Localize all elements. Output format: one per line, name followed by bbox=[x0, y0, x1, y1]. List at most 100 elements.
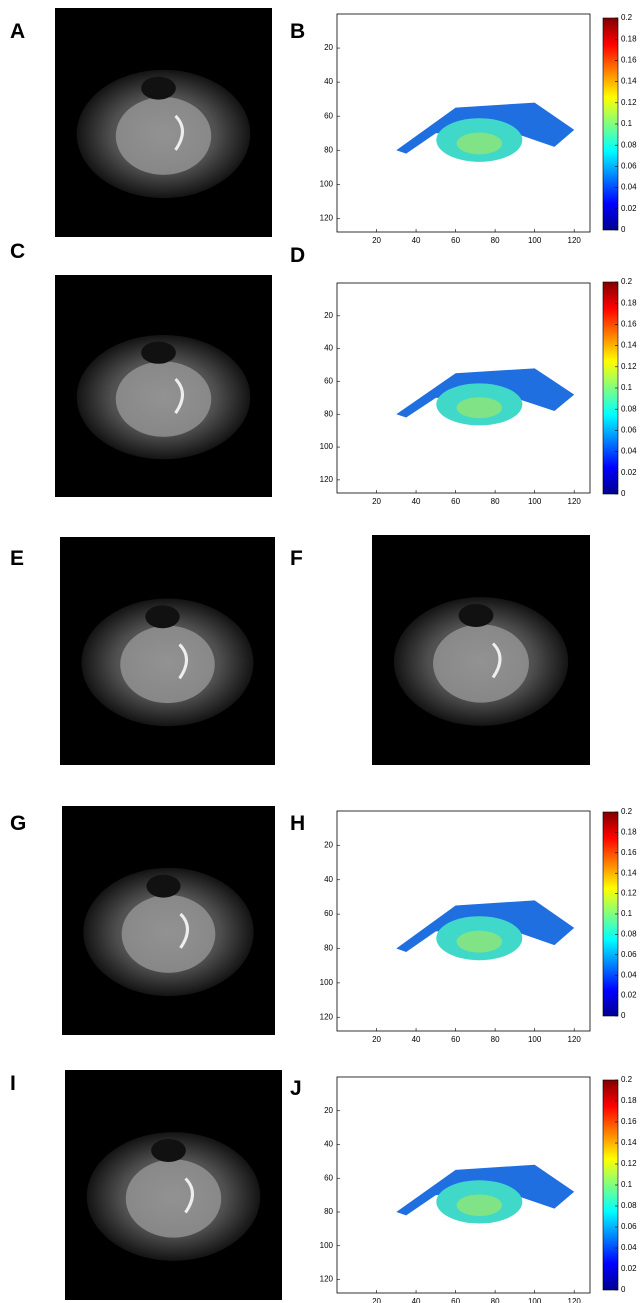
y-tick-label: 60 bbox=[324, 1173, 333, 1182]
colorbar-tick-label: 0.16 bbox=[621, 848, 637, 857]
panel-label: D bbox=[290, 244, 305, 267]
x-tick-label: 40 bbox=[412, 1035, 421, 1044]
y-tick-label: 120 bbox=[320, 1012, 334, 1021]
y-tick-label: 80 bbox=[324, 409, 333, 418]
map-core bbox=[456, 930, 503, 953]
colorbar-tick-label: 0.16 bbox=[621, 1117, 637, 1126]
x-tick-label: 100 bbox=[528, 1297, 542, 1303]
y-tick-label: 20 bbox=[324, 840, 333, 849]
colorbar-tick-label: 0.02 bbox=[621, 1264, 637, 1273]
panel-label: E bbox=[10, 547, 24, 570]
colorbar-tick-label: 0.06 bbox=[621, 426, 637, 435]
y-tick-label: 60 bbox=[324, 909, 333, 918]
colorbar-tick-label: 0.1 bbox=[621, 1180, 633, 1189]
x-tick-label: 100 bbox=[528, 497, 542, 506]
x-tick-label: 120 bbox=[568, 1035, 582, 1044]
y-tick-label: 100 bbox=[320, 179, 334, 188]
x-tick-label: 80 bbox=[491, 1297, 500, 1303]
colorbar-tick-label: 0.14 bbox=[621, 1138, 637, 1147]
panel-label: C bbox=[10, 240, 25, 263]
y-tick-label: 40 bbox=[324, 77, 333, 86]
colorbar-tick-label: 0.14 bbox=[621, 77, 637, 86]
mri-brain bbox=[125, 1159, 222, 1238]
x-tick-label: 80 bbox=[491, 1035, 500, 1044]
colorbar-tick-label: 0.12 bbox=[621, 1159, 637, 1168]
y-tick-label: 40 bbox=[324, 875, 333, 884]
map-core bbox=[456, 1194, 503, 1217]
mri-brain bbox=[120, 625, 215, 704]
colorbar-tick-label: 0.18 bbox=[621, 828, 637, 837]
colorbar-tick-label: 0 bbox=[621, 1285, 626, 1294]
panel-label: H bbox=[290, 812, 305, 835]
y-tick-label: 100 bbox=[320, 978, 334, 987]
colorbar-tick-label: 0.1 bbox=[621, 909, 633, 918]
mri-brain bbox=[115, 361, 212, 437]
colorbar-tick-label: 0.14 bbox=[621, 868, 637, 877]
mri-ventricle bbox=[146, 874, 181, 898]
colorbar-tick-label: 0.02 bbox=[621, 468, 637, 477]
colorbar-tick-label: 0.2 bbox=[621, 1075, 633, 1084]
x-tick-label: 40 bbox=[412, 497, 421, 506]
x-tick-label: 40 bbox=[412, 236, 421, 245]
y-tick-label: 120 bbox=[320, 475, 334, 484]
panel-label: G bbox=[10, 812, 26, 835]
colorbar-tick-label: 0.08 bbox=[621, 404, 637, 413]
colorbar-tick-label: 0.1 bbox=[621, 119, 633, 128]
colorbar-tick-label: 0.2 bbox=[621, 277, 633, 286]
colorbar-tick-label: 0.16 bbox=[621, 320, 637, 329]
y-tick-label: 80 bbox=[324, 1207, 333, 1216]
mri-ventricle bbox=[151, 1139, 186, 1162]
panel-label: J bbox=[290, 1077, 302, 1100]
colorbar-tick-label: 0.18 bbox=[621, 34, 637, 43]
y-tick-label: 40 bbox=[324, 344, 333, 353]
mri-lesion bbox=[491, 642, 502, 679]
colorbar-tick-label: 0 bbox=[621, 1011, 626, 1020]
colorbar-tick-label: 0.2 bbox=[621, 807, 633, 816]
colorbar-tick-label: 0.16 bbox=[621, 56, 637, 65]
colorbar-tick-label: 0.08 bbox=[621, 1201, 637, 1210]
y-tick-label: 20 bbox=[324, 311, 333, 320]
mri-ventricle bbox=[145, 605, 180, 629]
y-tick-label: 100 bbox=[320, 1241, 334, 1250]
x-tick-label: 20 bbox=[372, 497, 381, 506]
y-tick-label: 80 bbox=[324, 145, 333, 154]
mri-brain bbox=[121, 895, 216, 973]
x-tick-label: 20 bbox=[372, 236, 381, 245]
x-tick-label: 20 bbox=[372, 1035, 381, 1044]
x-tick-label: 60 bbox=[451, 1035, 460, 1044]
x-tick-label: 120 bbox=[568, 236, 582, 245]
map-core bbox=[456, 132, 503, 155]
x-tick-label: 80 bbox=[491, 497, 500, 506]
colorbar-tick-label: 0.12 bbox=[621, 889, 637, 898]
colorbar-tick-label: 0.2 bbox=[621, 13, 633, 22]
panel-label: B bbox=[290, 20, 305, 43]
x-tick-label: 80 bbox=[491, 236, 500, 245]
colorbar-tick-label: 0.18 bbox=[621, 1096, 637, 1105]
y-tick-label: 120 bbox=[320, 213, 334, 222]
mri-lesion bbox=[174, 378, 184, 414]
panel-label: A bbox=[10, 20, 25, 43]
mri-brain bbox=[115, 97, 212, 175]
colorbar-tick-label: 0.06 bbox=[621, 162, 637, 171]
y-tick-label: 60 bbox=[324, 377, 333, 386]
x-tick-label: 120 bbox=[568, 1297, 582, 1303]
map-core bbox=[456, 397, 503, 419]
x-tick-label: 120 bbox=[568, 497, 582, 506]
y-tick-label: 20 bbox=[324, 1106, 333, 1115]
colorbar-tick-label: 0 bbox=[621, 489, 626, 498]
mri-lesion bbox=[179, 912, 189, 949]
x-tick-label: 40 bbox=[412, 1297, 421, 1303]
y-tick-label: 120 bbox=[320, 1275, 334, 1284]
mri-ventricle bbox=[141, 76, 176, 100]
colorbar-tick-label: 0.18 bbox=[621, 298, 637, 307]
colorbar-tick-label: 0.04 bbox=[621, 183, 637, 192]
x-tick-label: 60 bbox=[451, 236, 460, 245]
mri-lesion bbox=[174, 114, 184, 151]
colorbar-tick-label: 0.02 bbox=[621, 991, 637, 1000]
colorbar-tick-label: 0.06 bbox=[621, 1222, 637, 1231]
mri-lesion bbox=[178, 643, 188, 680]
colorbar-tick-label: 0.04 bbox=[621, 970, 637, 979]
y-tick-label: 60 bbox=[324, 111, 333, 120]
colorbar-tick-label: 0.08 bbox=[621, 930, 637, 939]
